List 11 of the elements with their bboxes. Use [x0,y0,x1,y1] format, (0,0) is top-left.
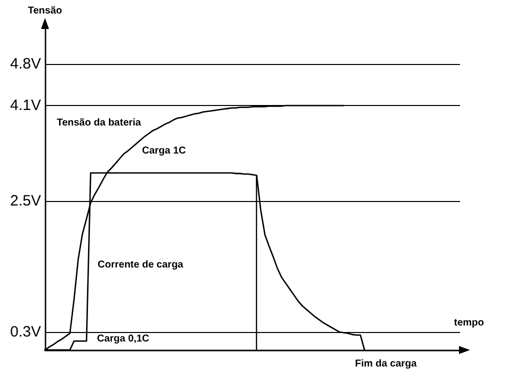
text: Fim da carga [355,358,418,370]
annotation: Carga 1C [142,146,186,156]
y-axis-title: Tensão [28,6,62,16]
x-axis-title: tempo [454,318,484,328]
y-tick-label: 4.1V [10,97,41,114]
y-tick-label: 0.3V [10,324,41,341]
series-label: Tensão da bateria [56,117,142,128]
series-label: Corrente de carga [98,259,184,270]
y-tick-label: 2.5V [10,192,41,210]
annotation: Carga 0,1C [97,334,150,344]
y-tick-label: 4.8V [10,55,41,72]
